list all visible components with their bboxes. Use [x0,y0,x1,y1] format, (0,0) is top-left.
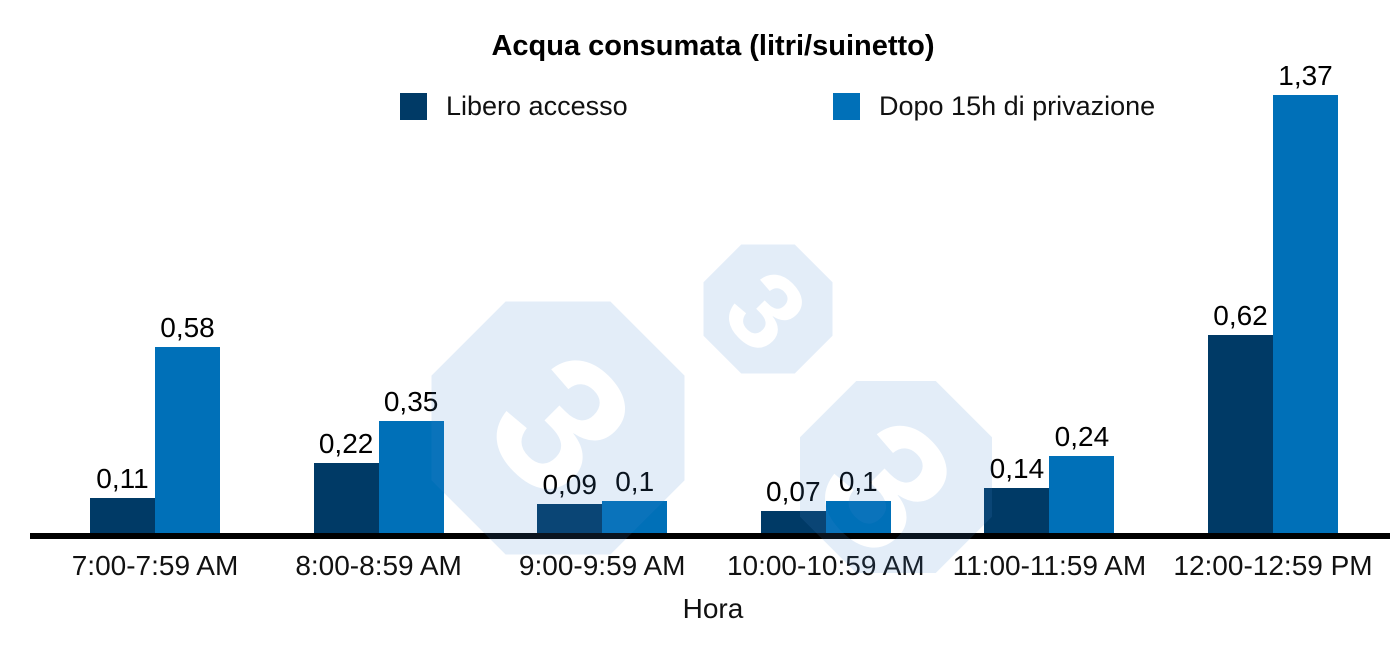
bar-series1-group4 [1049,456,1115,533]
bar-series1-group1 [378,421,444,533]
legend-label-libero-accesso: Libero accesso [446,90,628,121]
value-label-series1-group1: 0,35 [383,386,439,417]
bar-series0-group4 [984,488,1050,533]
bar-series0-group1 [313,463,379,533]
bar-series1-group5 [1273,95,1338,533]
value-label-series0-group2: 0,09 [542,469,597,500]
value-label-series1-group3: 0,1 [838,466,878,497]
value-label-series1-group2: 0,1 [615,466,655,497]
bar-series1-group2 [602,501,668,533]
tick-label-group1: 8:00-8:59 AM [295,550,462,581]
value-label-series1-group4: 0,24 [1054,421,1110,452]
chart-title: Acqua consumata (litri/suinetto) [491,30,935,62]
bar-series0-group3 [760,511,826,533]
value-label-series1-group0: 0,58 [160,312,215,343]
legend-item-dopo-privazione: Dopo 15h di privazione [833,91,1155,121]
tick-label-group5: 12:00-12:59 PM [1173,550,1373,581]
tick-label-group2: 9:00-9:59 AM [518,550,686,581]
value-label-series0-group0: 0,11 [96,463,149,494]
value-label-series0-group5: 0,62 [1213,300,1268,331]
value-label-series0-group1: 0,22 [318,428,374,459]
value-label-series0-group3: 0,07 [766,476,821,507]
bar-series0-group0 [90,498,155,533]
tick-label-group0: 7:00-7:59 AM [71,550,239,581]
legend-item-libero-accesso: Libero accesso [400,91,628,121]
tick-label-group3: 10:00-10:59 AM [726,550,925,581]
value-label-series1-group5: 1,37 [1278,60,1333,91]
bar-series1-group0 [155,347,220,533]
x-axis-line [30,533,1390,539]
x-axis-title: Hora [682,593,744,624]
bar-series1-group3 [825,501,891,533]
legend-swatch-dopo-privazione [833,92,860,120]
legend-swatch-libero-accesso [400,92,427,120]
watermark-diamond [680,221,856,397]
tick-label-group4: 11:00-11:59 AM [952,550,1147,581]
bar-series0-group2 [537,504,603,533]
value-label-series0-group4: 0,14 [989,453,1045,484]
bar-series0-group5 [1208,335,1273,533]
legend-label-dopo-privazione: Dopo 15h di privazione [879,90,1156,121]
